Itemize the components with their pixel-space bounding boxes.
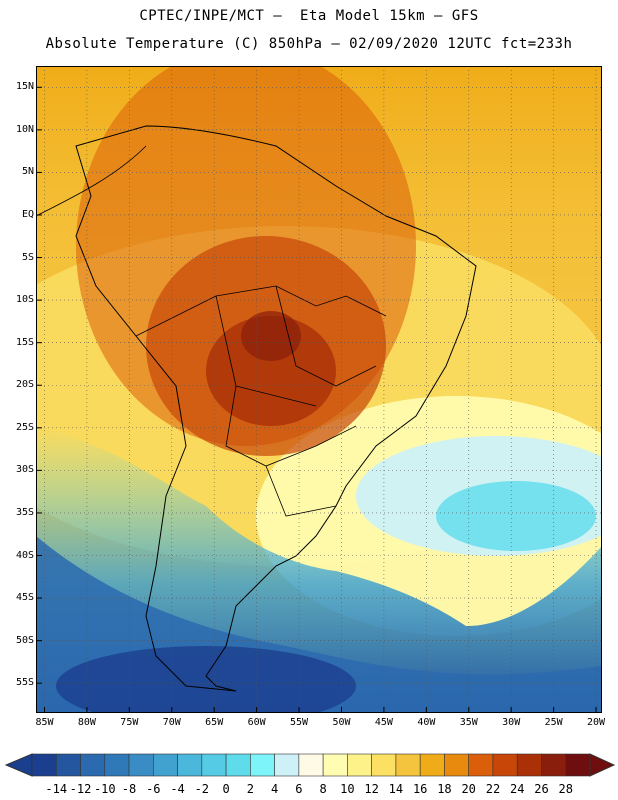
lat-label: 30S <box>15 464 34 476</box>
colorbar-swatch <box>492 753 518 777</box>
lat-label: 40S <box>15 549 34 561</box>
map-frame <box>36 66 602 713</box>
colorbar-swatch <box>395 753 421 777</box>
lon-label: 40W <box>417 717 436 728</box>
colorbar-swatch <box>516 753 542 777</box>
colorbar-label: -2 <box>194 782 210 796</box>
colorbar-swatch <box>541 753 567 777</box>
colorbar-swatch <box>201 753 227 777</box>
colorbar <box>4 753 616 777</box>
lon-label: 30W <box>502 717 521 728</box>
lat-label: 5N <box>21 166 34 178</box>
colorbar-swatch <box>177 753 203 777</box>
lat-label: 55S <box>15 677 34 689</box>
country-state-borders <box>135 285 387 517</box>
colorbar-swatch <box>347 753 372 777</box>
lat-label: 50S <box>15 634 34 646</box>
colorbar-label: 22 <box>485 782 501 796</box>
colorbar-swatch <box>80 753 106 777</box>
colorbar-label: 12 <box>364 782 379 796</box>
lon-label: 55W <box>290 717 309 728</box>
colorbar-label: 8 <box>319 782 327 796</box>
colorbar-label: -10 <box>93 782 116 796</box>
colorbar-swatch <box>55 753 81 777</box>
colorbar-label: 6 <box>295 782 303 796</box>
lat-label: 45S <box>15 592 34 604</box>
colorbar-label: 24 <box>509 782 525 796</box>
colorbar-label: -4 <box>170 782 185 796</box>
colorbar-swatch <box>153 753 178 777</box>
colorbar-label: 10 <box>340 782 355 796</box>
lat-label: EQ <box>21 208 34 220</box>
colorbar-label: -12 <box>69 782 92 796</box>
colorbar-label: 0 <box>222 782 230 796</box>
lat-label: 5S <box>21 251 34 263</box>
lon-label: 70W <box>162 717 181 728</box>
central-america-coastline <box>36 145 147 217</box>
lon-label: 80W <box>77 717 96 728</box>
colorbar-swatch <box>419 753 445 777</box>
axis-ticks <box>36 86 597 713</box>
colorbar-label: 28 <box>558 782 573 796</box>
colorbar-label: 20 <box>461 782 476 796</box>
lon-label: 35W <box>459 717 478 728</box>
lat-label: 15S <box>15 336 34 348</box>
colorbar-swatch <box>322 753 348 777</box>
lon-label: 65W <box>205 717 224 728</box>
temp-field-hotspot <box>206 316 336 426</box>
lat-label: 15N <box>15 81 34 93</box>
colorbar-under-arrow <box>4 753 33 777</box>
lon-label: 60W <box>247 717 266 728</box>
colorbar-swatch <box>31 753 57 777</box>
temp-field-peak <box>241 311 301 361</box>
lat-label: 35S <box>15 506 34 518</box>
lon-label: 25W <box>544 717 563 728</box>
colorbar-swatch <box>565 753 591 777</box>
lat-label: 10S <box>15 294 34 306</box>
lon-label: 50W <box>332 717 351 728</box>
colorbar-over-arrow <box>589 753 616 777</box>
temp-field-drake <box>56 646 356 713</box>
temp-field-atlantic-cold <box>436 481 596 551</box>
colorbar-label: -8 <box>121 782 137 796</box>
colorbar-swatch <box>104 753 130 777</box>
colorbar-label: 26 <box>534 782 549 796</box>
lon-label: 45W <box>374 717 393 728</box>
colorbar-swatch <box>371 753 397 777</box>
colorbar-label: 4 <box>270 782 279 796</box>
lon-label: 75W <box>120 717 139 728</box>
lat-label: 20S <box>15 379 34 391</box>
chart-title-line1: CPTEC/INPE/MCT – Eta Model 15km – GFS <box>139 8 479 24</box>
colorbar-swatch <box>274 753 300 777</box>
colorbar-label: 2 <box>246 782 254 796</box>
colorbar-label: 16 <box>412 782 428 796</box>
colorbar-label: -6 <box>146 782 161 796</box>
lon-label: 85W <box>35 717 54 728</box>
south-america-coastline <box>75 125 477 692</box>
colorbar-swatch <box>225 753 251 777</box>
colorbar-swatch <box>444 753 469 777</box>
colorbar-label: 18 <box>437 782 452 796</box>
temperature-map <box>36 66 602 713</box>
lon-label: 20W <box>587 717 606 728</box>
colorbar-swatch <box>250 753 275 777</box>
chart-title-line2: Absolute Temperature (C) 850hPa – 02/09/… <box>45 36 573 52</box>
colorbar-swatch <box>298 753 324 777</box>
colorbar-label: 14 <box>388 782 404 796</box>
lat-label: 10N <box>15 123 34 135</box>
colorbar-swatch <box>468 753 494 777</box>
colorbar-label: -14 <box>45 782 68 796</box>
colorbar-swatch <box>128 753 154 777</box>
lat-label: 25S <box>15 421 34 433</box>
